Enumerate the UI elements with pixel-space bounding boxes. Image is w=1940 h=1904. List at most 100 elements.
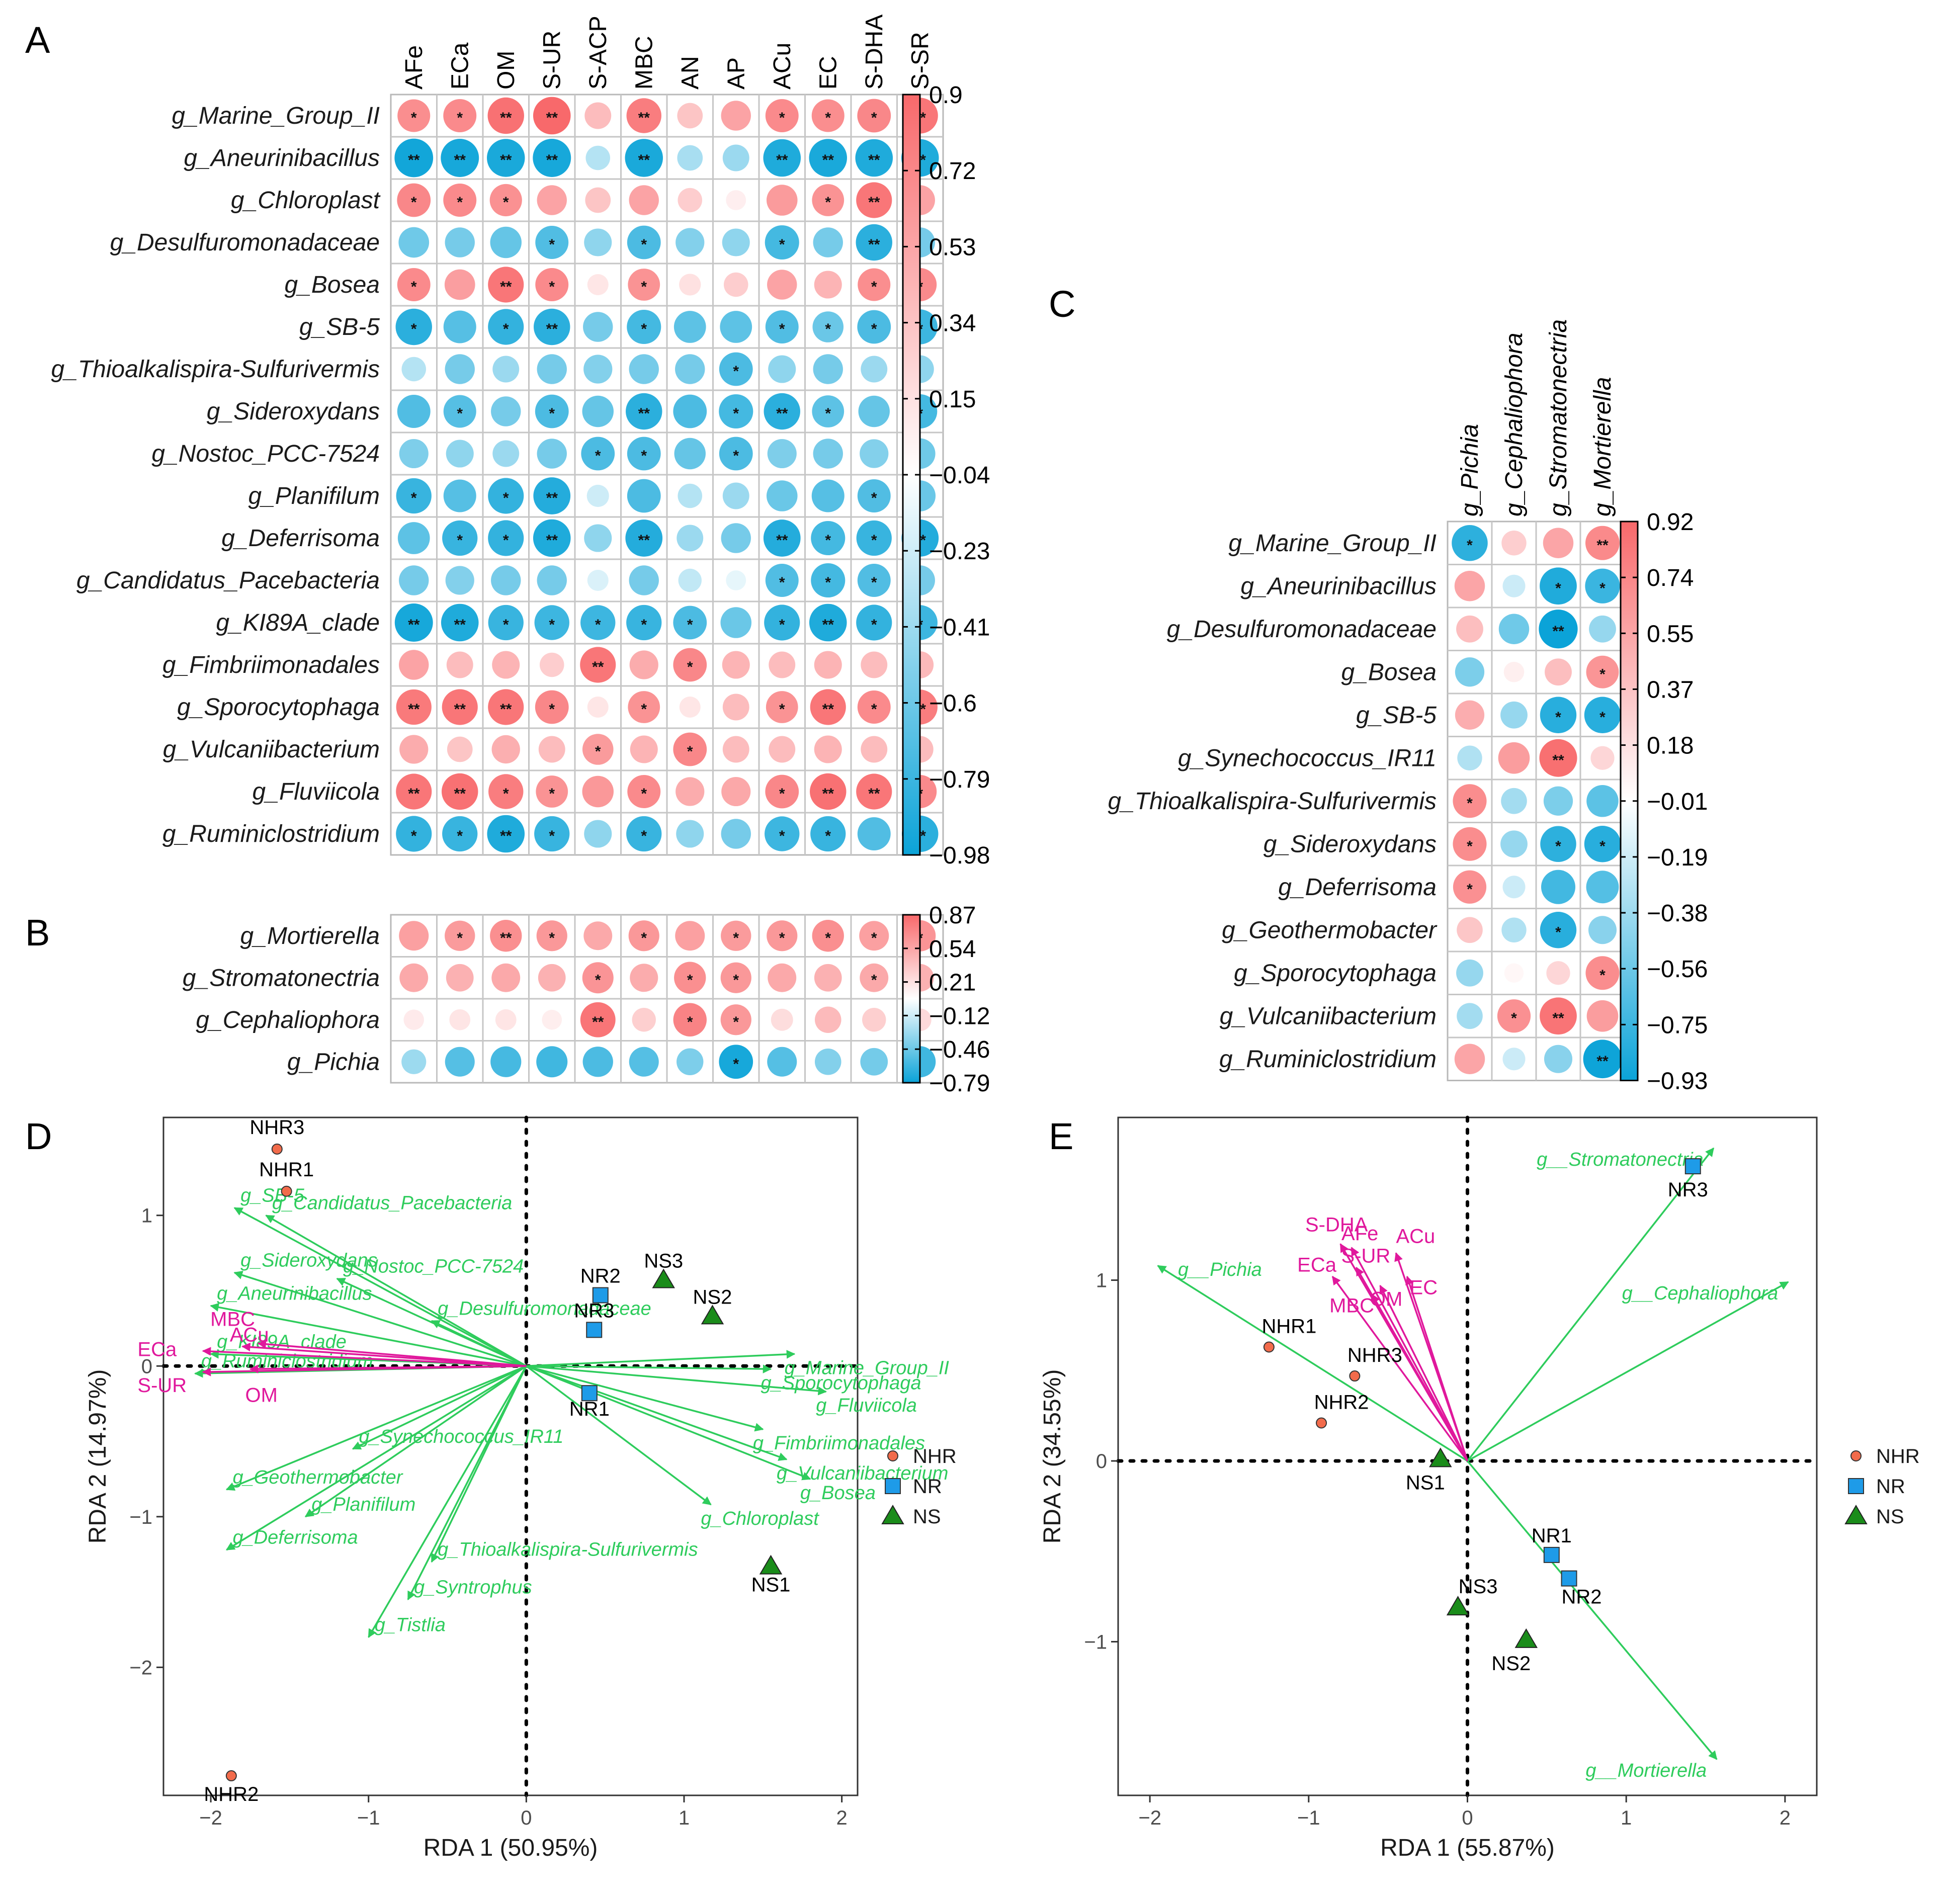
heatmap-c-cell	[1500, 701, 1528, 729]
heatmap-a-cell	[674, 438, 706, 470]
heatmap-c-cell	[1540, 997, 1577, 1035]
heatmap-b-cell	[445, 1047, 475, 1077]
heatmap-a-col-label: MBC	[631, 36, 657, 90]
heatmap-c-cell	[1455, 657, 1485, 687]
heatmap-a-sig: *	[779, 574, 785, 591]
heatmap-b: g_Mortierella**********g_Stromatonectria…	[183, 902, 990, 1097]
heatmap-a-cell	[719, 437, 753, 471]
heatmap-a-colorbar-label: 0.53	[929, 234, 976, 261]
rda-d-species-arrow	[233, 1271, 527, 1367]
heatmap-a-cell	[581, 437, 615, 471]
rda-e-point-label: NR3	[1668, 1179, 1708, 1201]
heatmap-a-cell	[535, 690, 569, 724]
rda-d-point-label: NR1	[569, 1398, 610, 1420]
heatmap-c-cell	[1454, 1044, 1485, 1074]
heatmap-a-cell	[627, 309, 661, 344]
heatmap-b-sig: *	[733, 1014, 739, 1030]
heatmap-a-cell	[813, 227, 843, 257]
heatmap-a-cell	[812, 184, 845, 216]
heatmap-b-sig: *	[595, 972, 601, 988]
heatmap-a-cell	[487, 139, 525, 177]
heatmap-a-row-label: g_Nostoc_PCC-7524	[151, 441, 380, 467]
heatmap-a-cell	[677, 525, 704, 552]
heatmap-c-colorbar-label: 0.92	[1647, 509, 1694, 536]
heatmap-a-sig: **	[500, 152, 512, 168]
heatmap-c-sig: **	[1596, 537, 1609, 554]
heatmap-a-sig: **	[776, 152, 788, 168]
rda-e-point-label: NR2	[1562, 1586, 1602, 1608]
heatmap-a-sig: **	[546, 110, 558, 126]
heatmap-a-cell	[857, 310, 891, 344]
heatmap-a-cell	[628, 691, 660, 723]
heatmap-a-cell	[396, 773, 432, 810]
heatmap-b-cell	[536, 920, 567, 951]
heatmap-a-cell	[399, 735, 429, 764]
heatmap-c-cell	[1539, 610, 1578, 649]
heatmap-a-cell	[535, 268, 569, 301]
heatmap-a-sig: **	[638, 110, 650, 126]
panel-label-d: D	[25, 1115, 52, 1157]
heatmap-b-sig: **	[500, 930, 512, 946]
heatmap-a-cell	[584, 228, 612, 256]
heatmap-a-cell	[447, 736, 473, 762]
heatmap-a-cell	[628, 269, 660, 301]
heatmap-a-row-label: g_Sideroxydans	[207, 398, 380, 425]
rda-d-point	[759, 1554, 783, 1575]
heatmap-a-cell	[720, 607, 752, 638]
heatmap-c-cell	[1501, 531, 1527, 556]
heatmap-a-cell	[721, 819, 751, 849]
rda-e-point	[1514, 1628, 1538, 1648]
heatmap-a-sig: *	[733, 363, 739, 380]
heatmap-b-row-label: g_Pichia	[287, 1049, 380, 1075]
rda-d-y-axis-title: RDA 2 (14.97%)	[85, 1369, 111, 1544]
rda-d-point-label: NHR2	[204, 1783, 259, 1805]
heatmap-a-sig: **	[546, 532, 558, 549]
rda-d-legend-marker	[885, 1478, 901, 1494]
rda-d-species-label: g_Syntrophus	[414, 1577, 532, 1598]
heatmap-a-cell	[441, 603, 479, 642]
rda-d-species-arrow	[368, 1365, 527, 1638]
heatmap-a-row-label: g_Thioalkalispira-Sulfurivermis	[51, 356, 380, 383]
rda-e-env-label: ACu	[1396, 1226, 1435, 1248]
rda-d-y-tick-label: 1	[141, 1205, 152, 1227]
heatmap-a-cell	[629, 565, 659, 595]
rda-d-env-arrow	[249, 1364, 527, 1373]
heatmap-a-cell	[587, 274, 609, 296]
heatmap-a-colorbar-label: 0.72	[929, 158, 976, 185]
heatmap-b-cell	[630, 964, 658, 992]
heatmap-a-cell	[768, 355, 796, 383]
heatmap-c-colorbar-label: −0.38	[1647, 900, 1708, 927]
heatmap-a-cell	[397, 268, 431, 301]
heatmap-c-row-label: g_Bosea	[1341, 659, 1437, 685]
heatmap-a-sig: *	[641, 786, 647, 802]
heatmap-a-cell	[625, 139, 663, 177]
heatmap-a-cell	[679, 696, 701, 718]
heatmap-a-cell	[488, 774, 524, 809]
heatmap-a-cell	[766, 185, 798, 216]
heatmap-a-row-label: g_Marine_Group_II	[172, 103, 380, 129]
heatmap-a-cell	[488, 309, 524, 345]
heatmap-c-cell	[1543, 528, 1574, 558]
heatmap-a-cell	[861, 356, 888, 383]
rda-e-species-arrow	[1467, 1460, 1718, 1760]
heatmap-a-cell	[726, 190, 746, 210]
heatmap-a-sig: *	[641, 701, 647, 718]
heatmap-a-cell	[765, 774, 799, 809]
heatmap-b-sig: **	[592, 1014, 604, 1030]
heatmap-a-sig: *	[733, 405, 739, 422]
heatmap-a-sig: **	[546, 321, 558, 337]
heatmap-b-cell	[495, 1009, 517, 1030]
heatmap-a-cell	[583, 312, 613, 342]
heatmap-a-cell	[814, 651, 842, 679]
heatmap-a-cell	[443, 395, 476, 428]
heatmap-a-cell	[487, 97, 524, 134]
heatmap-a-row-label: g_Fimbriimonadales	[162, 652, 380, 678]
heatmap-c-cell	[1502, 574, 1526, 597]
heatmap-b-cell	[860, 1048, 888, 1076]
heatmap-a-sig: *	[503, 617, 509, 633]
heatmap-a-cell	[857, 690, 891, 724]
rda-d-species-arrow	[233, 1207, 527, 1367]
heatmap-c-col-label: g_Stromatonectria	[1545, 319, 1572, 516]
heatmap-a-cell	[584, 524, 612, 552]
heatmap-c-col-label: g_Mortierella	[1589, 377, 1616, 516]
